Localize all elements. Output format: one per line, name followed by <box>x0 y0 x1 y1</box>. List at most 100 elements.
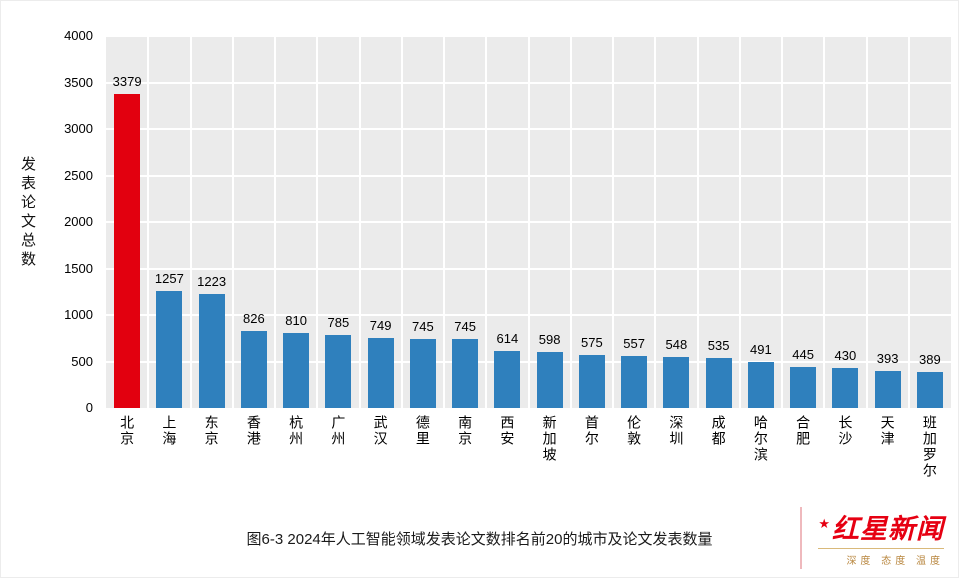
x-axis-label-text: 北京 <box>119 415 136 447</box>
bar-value-label: 745 <box>454 318 476 334</box>
logo-divider <box>800 507 802 569</box>
gridline-h <box>106 174 951 177</box>
x-axis-label-text: 班加罗尔 <box>921 415 938 479</box>
star-icon: ★ <box>818 516 830 532</box>
gridline-h <box>106 128 951 130</box>
x-axis-label-text: 杭州 <box>288 415 305 447</box>
gridline-v <box>781 36 783 408</box>
gridline-v <box>400 36 403 408</box>
gridline-v <box>485 36 488 408</box>
y-axis-title: 发表论文总数 <box>19 156 36 270</box>
gridline-v <box>358 36 361 408</box>
x-axis-label-text: 天津 <box>879 415 896 447</box>
gridline-v <box>189 36 192 408</box>
y-axis-tick-label: 500 <box>71 353 93 369</box>
x-axis-label: 新加坡 <box>529 415 571 463</box>
bar-value-label: 535 <box>707 338 730 354</box>
gridline-v <box>147 36 150 408</box>
bar-value-label: 749 <box>369 318 392 334</box>
bar-value-label: 430 <box>834 348 857 364</box>
x-axis-label: 哈尔滨 <box>740 415 782 463</box>
x-axis-label-text: 广州 <box>330 415 347 447</box>
x-axis-label: 上海 <box>148 415 190 447</box>
bar <box>621 356 648 408</box>
gridline-v <box>823 36 826 408</box>
plot-area: 3379 1257 1223 826 810 785 749 745 745 614 598 575 5… <box>106 35 951 408</box>
x-axis-label: 广州 <box>317 415 359 447</box>
redstar-news-logo: ★ 红星新闻 深度 态度 温度 <box>818 515 944 567</box>
bar <box>240 331 267 408</box>
x-axis-label-text: 德里 <box>414 415 431 447</box>
x-axis-label-text: 合肥 <box>795 415 812 447</box>
x-axis-label-text: 深圳 <box>668 415 685 447</box>
bar <box>367 338 394 408</box>
bar <box>114 93 141 408</box>
y-axis-tick-label: 4000 <box>64 28 93 43</box>
bar <box>747 362 774 408</box>
bar <box>198 294 225 408</box>
bar <box>536 352 563 408</box>
bar <box>325 335 352 408</box>
bar <box>494 350 521 408</box>
bar <box>790 366 817 408</box>
x-axis-label-text: 长沙 <box>837 415 854 447</box>
bar <box>452 338 479 408</box>
gridline-v <box>231 36 234 408</box>
bar <box>705 358 732 408</box>
bar-value-label: 826 <box>243 311 265 327</box>
y-axis-tick-label: 1000 <box>64 307 93 322</box>
bar-value-label: 557 <box>623 336 645 352</box>
x-axis-label: 东京 <box>191 415 233 447</box>
bar <box>663 357 690 408</box>
x-axis-label-text: 东京 <box>203 415 220 447</box>
x-axis-label-text: 哈尔滨 <box>752 415 769 463</box>
x-axis-label-text: 香港 <box>245 415 262 447</box>
bar-value-label: 548 <box>665 337 688 353</box>
gridline-v <box>274 36 276 408</box>
x-axis-label: 长沙 <box>824 415 866 447</box>
x-axis-label: 合肥 <box>782 415 824 447</box>
gridline-h <box>106 360 951 363</box>
logo-name: 红星新闻 <box>832 514 944 545</box>
x-axis-label: 深圳 <box>655 415 697 447</box>
bar-value-label: 745 <box>412 318 434 334</box>
x-axis-label: 伦敦 <box>613 415 655 447</box>
y-axis-tick-label: 1500 <box>64 260 93 276</box>
bar <box>409 338 436 408</box>
y-axis-tick-label: 2500 <box>64 167 93 183</box>
x-axis-label: 南京 <box>444 415 486 447</box>
bar-value-label: 445 <box>792 346 814 362</box>
y-axis-tick-label: 0 <box>85 400 93 415</box>
bar-value-label: 810 <box>285 312 307 328</box>
chart-caption: 图6-3 2024年人工智能领域发表论文数排名前20的城市及论文发表数量 <box>246 531 713 548</box>
x-axis-label-text: 上海 <box>161 415 178 447</box>
x-axis-label-text: 成都 <box>710 415 727 447</box>
bar-value-label: 598 <box>538 332 561 348</box>
x-axis-label-text: 南京 <box>457 415 474 447</box>
x-axis-label: 成都 <box>698 415 740 447</box>
x-axis-label: 首尔 <box>571 415 613 447</box>
bar <box>916 371 943 408</box>
bar-value-label: 3379 <box>112 73 142 89</box>
bar <box>283 332 310 408</box>
bar-value-label: 785 <box>327 315 350 330</box>
x-axis-label-text: 新加坡 <box>541 415 558 463</box>
x-axis-label: 天津 <box>867 415 909 447</box>
x-axis-label: 北京 <box>106 415 148 447</box>
bar <box>578 354 605 408</box>
gridline-v <box>738 36 741 408</box>
bar-value-label: 575 <box>581 334 603 350</box>
gridline-v <box>612 36 614 408</box>
x-axis-label: 班加罗尔 <box>909 415 951 479</box>
y-axis-tick-label: 2000 <box>64 214 93 229</box>
bar-value-label: 389 <box>919 351 941 367</box>
bar-value-label: 393 <box>876 351 899 367</box>
bar-value-label: 491 <box>750 342 772 358</box>
gridline-v <box>443 36 445 408</box>
gridline-h <box>106 267 951 270</box>
gridline-v <box>907 36 910 408</box>
x-axis-label-text: 伦敦 <box>626 415 643 447</box>
gridline-h <box>106 35 951 37</box>
x-axis-label-text: 首尔 <box>583 415 600 447</box>
